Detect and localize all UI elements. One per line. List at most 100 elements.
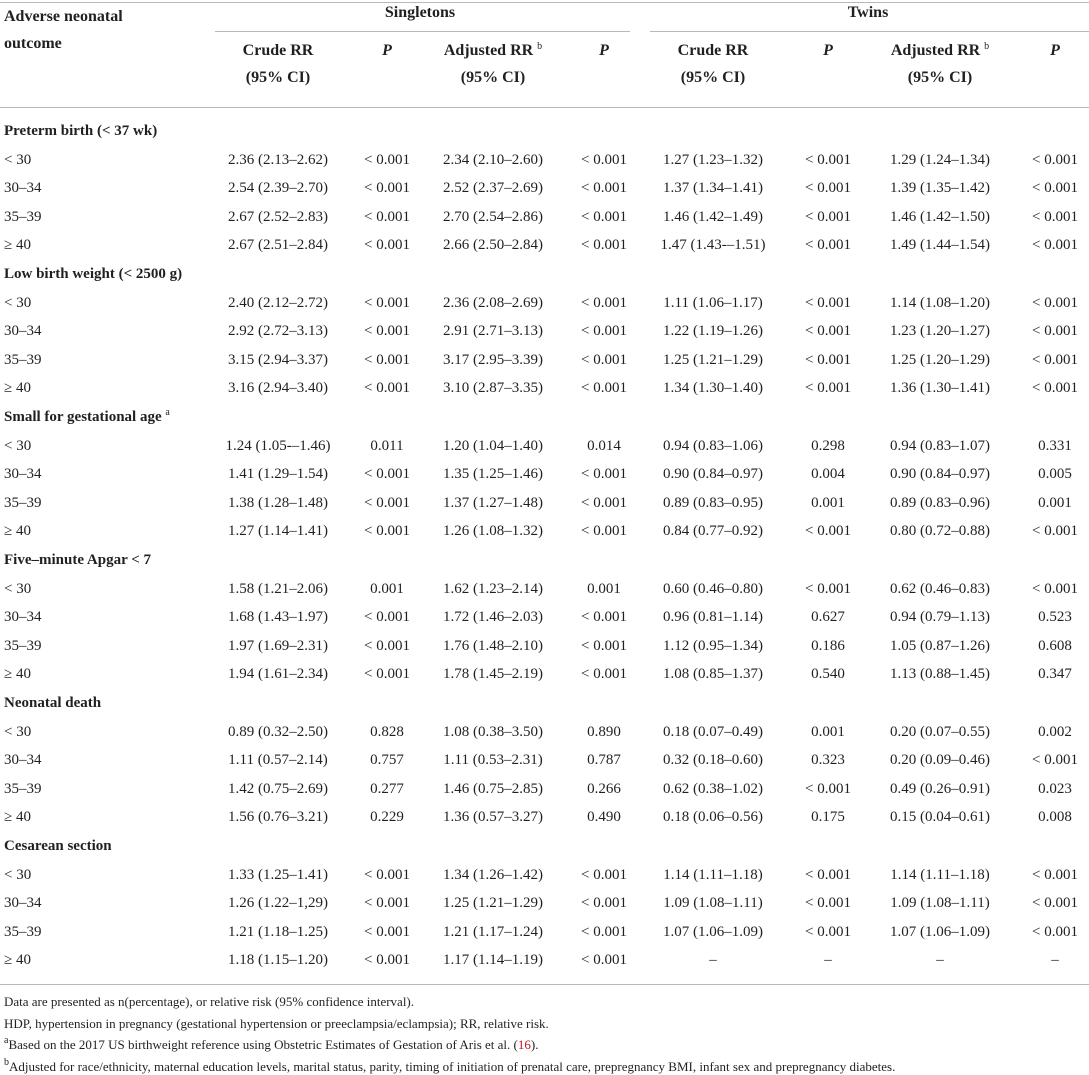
table-cell: 2.67 (2.51–2.84) <box>228 237 328 254</box>
table-cell: 0.490 <box>587 809 621 826</box>
table-cell: 0.32 (0.18–0.60) <box>663 752 763 769</box>
table-cell: 0.002 <box>1038 723 1072 740</box>
row-label: 30–34 <box>4 180 42 197</box>
table-cell: 1.68 (1.43–1.97) <box>228 609 328 626</box>
rule <box>215 31 630 32</box>
table-cell: < 0.001 <box>1032 351 1078 368</box>
table-cell: 0.186 <box>811 637 845 654</box>
footnote-text: ). <box>530 1037 539 1052</box>
table-cell: 0.331 <box>1038 437 1072 454</box>
row-label: 30–34 <box>4 323 42 340</box>
section-title: Cesarean section <box>4 836 112 856</box>
table-cell: 1.49 (1.44–1.54) <box>890 237 990 254</box>
group-header: Singletons <box>384 4 456 21</box>
row-label: 35–39 <box>4 494 42 511</box>
table-cell: 1.22 (1.19–1.26) <box>663 323 763 340</box>
rule <box>0 984 1089 985</box>
table-cell: 0.277 <box>370 780 404 797</box>
row-label: < 30 <box>4 437 32 454</box>
table-cell: 1.09 (1.08–1.11) <box>890 895 990 912</box>
table-cell: 1.38 (1.28–1.48) <box>228 494 328 511</box>
table-cell: 1.46 (1.42–1.49) <box>663 208 763 225</box>
table-cell: 0.89 (0.83–0.95) <box>663 494 763 511</box>
rule <box>0 107 1089 108</box>
row-label: 35–39 <box>4 780 42 797</box>
table-cell: – <box>709 952 717 969</box>
section-title-text: Low birth weight (< 2500 g) <box>4 266 183 282</box>
column-sub: (95% CI) <box>460 69 526 86</box>
table-cell: < 0.001 <box>805 237 851 254</box>
table-cell: 1.36 (0.57–3.27) <box>443 809 543 826</box>
table-cell: < 0.001 <box>364 466 410 483</box>
table-cell: 2.34 (2.10–2.60) <box>443 151 543 168</box>
table-cell: < 0.001 <box>364 637 410 654</box>
table-cell: 1.24 (1.05-–1.46) <box>225 437 331 454</box>
section-title: Low birth weight (< 2500 g) <box>4 264 182 284</box>
table-cell: < 0.001 <box>1032 380 1078 397</box>
table-cell: < 0.001 <box>364 151 410 168</box>
citation-link[interactable]: 16 <box>517 1037 531 1052</box>
table-cell: < 0.001 <box>581 952 627 969</box>
table-cell: < 0.001 <box>805 380 851 397</box>
column-label: P <box>823 42 833 59</box>
table-cell: 1.33 (1.25–1.41) <box>228 866 328 883</box>
row-label: ≥ 40 <box>4 666 31 683</box>
footnote-text: Based on the 2017 US birthweight referen… <box>8 1037 518 1052</box>
table-cell: 0.828 <box>370 723 404 740</box>
table-cell: 1.58 (1.21–2.06) <box>228 580 328 597</box>
table-cell: 1.11 (0.57–2.14) <box>228 752 328 769</box>
row-label: ≥ 40 <box>4 809 31 826</box>
row-label: 30–34 <box>4 466 42 483</box>
column-header: P <box>287 41 487 61</box>
row-label: ≥ 40 <box>4 952 31 969</box>
column-header: Crude RR <box>178 41 378 61</box>
column-label: P <box>1050 42 1060 59</box>
section-title: Five–minute Apgar < 7 <box>4 550 151 570</box>
table-cell: 1.08 (0.85–1.37) <box>663 666 763 683</box>
column-label: Adjusted RR <box>890 42 981 59</box>
table-cell: < 0.001 <box>805 151 851 168</box>
table-cell: 1.25 (1.20–1.29) <box>890 351 990 368</box>
table-cell: 1.07 (1.06–1.09) <box>663 923 763 940</box>
table-cell: 1.23 (1.20–1.27) <box>890 323 990 340</box>
table-cell: < 0.001 <box>581 866 627 883</box>
table-cell: 0.175 <box>811 809 845 826</box>
table-cell: 0.62 (0.38–1.02) <box>663 780 763 797</box>
row-label: 35–39 <box>4 637 42 654</box>
table-cell: < 0.001 <box>805 323 851 340</box>
table-cell: < 0.001 <box>1032 151 1078 168</box>
table-cell: 0.18 (0.07–0.49) <box>663 723 763 740</box>
table-cell: < 0.001 <box>805 866 851 883</box>
table-cell: 1.34 (1.30–1.40) <box>663 380 763 397</box>
table-cell: < 0.001 <box>581 494 627 511</box>
table-cell: – <box>1051 952 1059 969</box>
table-cell: < 0.001 <box>1032 923 1078 940</box>
table-cell: < 0.001 <box>1032 294 1078 311</box>
table-cell: < 0.001 <box>1032 895 1078 912</box>
table-cell: 0.347 <box>1038 666 1072 683</box>
table-cell: 0.023 <box>1038 780 1072 797</box>
table-cell: 0.20 (0.09–0.46) <box>890 752 990 769</box>
table-cell: 1.72 (1.46–2.03) <box>443 609 543 626</box>
table-cell: < 0.001 <box>364 323 410 340</box>
column-header: P <box>504 41 704 61</box>
table-cell: < 0.001 <box>805 895 851 912</box>
table-cell: 0.627 <box>811 609 845 626</box>
table-cell: < 0.001 <box>581 151 627 168</box>
table-cell: 0.96 (0.81–1.14) <box>663 609 763 626</box>
table-cell: 1.37 (1.34–1.41) <box>663 180 763 197</box>
table-cell: 1.21 (1.18–1.25) <box>228 923 328 940</box>
table-cell: 1.17 (1.14–1.19) <box>443 952 543 969</box>
column-header: Adjusted RR b <box>393 41 593 61</box>
table-cell: 2.36 (2.08–2.69) <box>443 294 543 311</box>
table-cell: 1.47 (1.43-–1.51) <box>660 237 766 254</box>
table-cell: < 0.001 <box>1032 523 1078 540</box>
footnote-mark: b <box>984 41 990 52</box>
table-cell: 2.67 (2.52–2.83) <box>228 208 328 225</box>
row-label: 35–39 <box>4 351 42 368</box>
column-sub: (95% CI) <box>680 69 746 86</box>
footnote: HDP, hypertension in pregnancy (gestatio… <box>4 1014 549 1034</box>
table-cell: 0.49 (0.26–0.91) <box>890 780 990 797</box>
table-cell: < 0.001 <box>1032 580 1078 597</box>
table-cell: 0.323 <box>811 752 845 769</box>
